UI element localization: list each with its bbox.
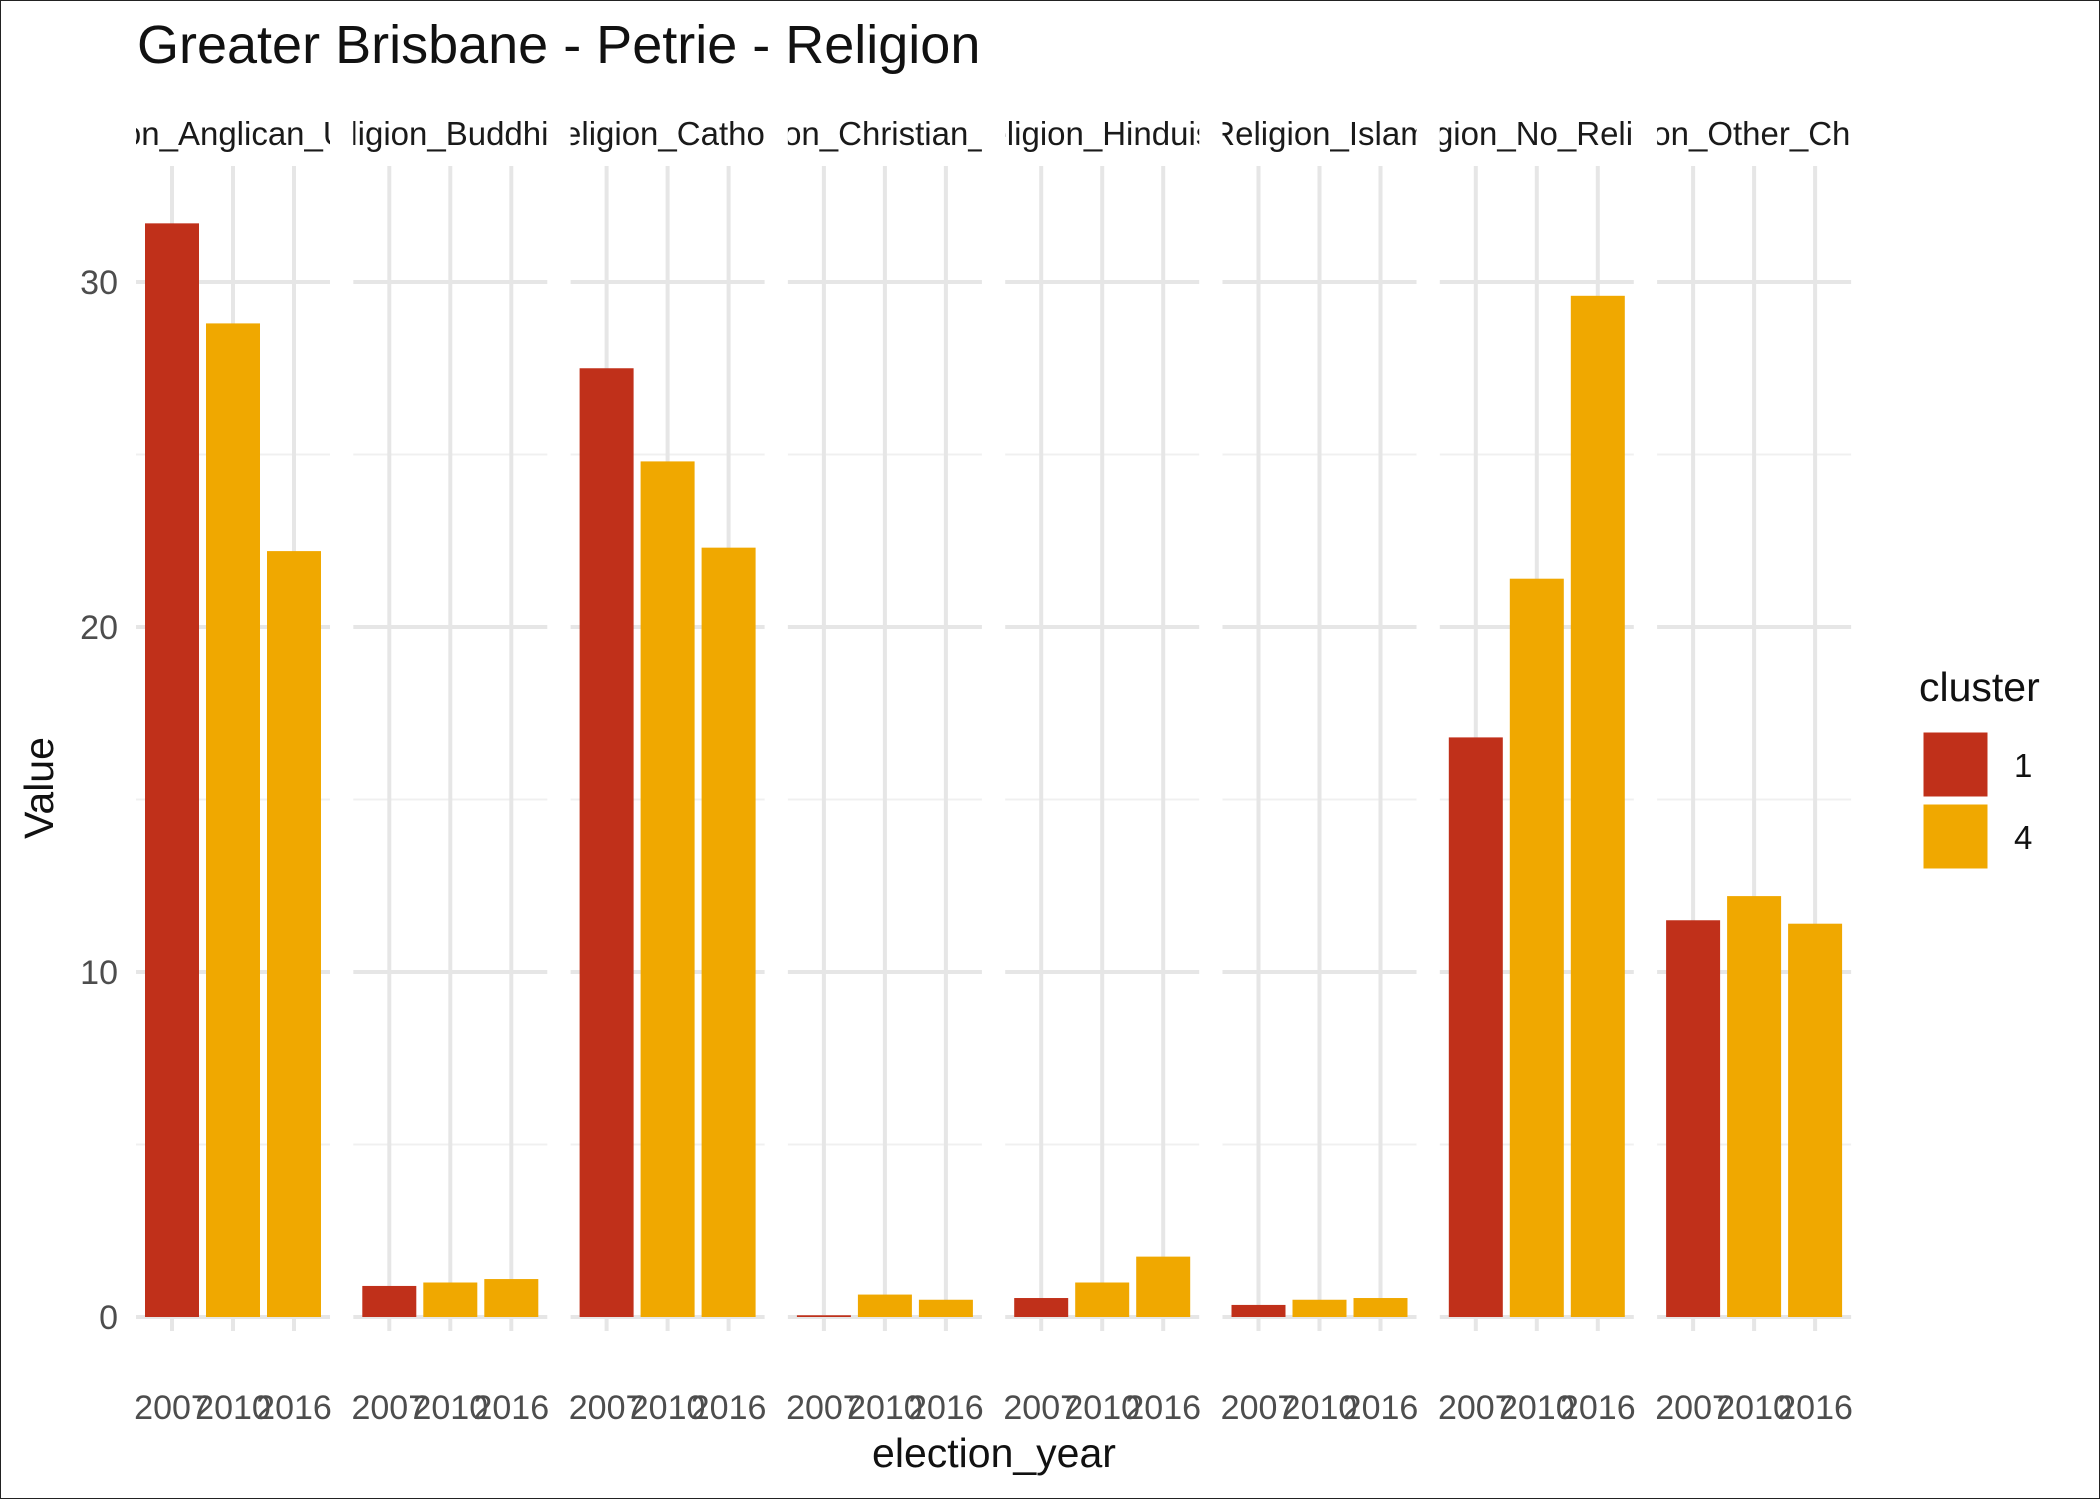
bar <box>1136 1256 1191 1317</box>
bar <box>484 1279 539 1317</box>
x-tick-label: 2007 <box>1438 1389 1514 1427</box>
bar <box>1509 578 1564 1317</box>
x-tick-label: 2016 <box>908 1389 984 1427</box>
bar <box>145 223 199 1318</box>
bar <box>362 1285 417 1317</box>
y-axis-title: Value <box>16 737 62 839</box>
bar <box>1075 1282 1130 1317</box>
facet-strip-label: Religion_Islam <box>1211 115 1427 152</box>
bar <box>206 323 260 1317</box>
x-tick-label: 2007 <box>1003 1389 1079 1427</box>
x-tick-label: 2010 <box>1499 1389 1575 1427</box>
bar <box>701 547 756 1317</box>
facet-strip-label: Religion_Buddhism <box>308 115 592 152</box>
facet-strip-label: Religion_No_Religion <box>1378 115 1695 152</box>
bar <box>918 1299 973 1317</box>
y-tick-label: 0 <box>99 1299 118 1337</box>
x-tick-label: 2010 <box>847 1389 923 1427</box>
x-tick-label: 2016 <box>473 1389 549 1427</box>
legend: cluster 1 4 <box>1919 664 2040 872</box>
x-tick-label: 2016 <box>256 1389 332 1427</box>
bar <box>1231 1304 1286 1317</box>
x-tick-label: 2016 <box>1560 1389 1636 1427</box>
facet-panels: Religion_Anglican_Uniting200720102016Rel… <box>40 115 1939 1427</box>
x-tick-label: 2007 <box>786 1389 862 1427</box>
x-tick-label: 2016 <box>1125 1389 1201 1427</box>
legend-label: 1 <box>2014 747 2032 784</box>
facet-strip-label: Religion_Anglican_Uniting <box>40 115 425 152</box>
bar <box>267 551 321 1317</box>
x-tick-label: 2016 <box>1777 1389 1853 1427</box>
bar <box>640 461 695 1317</box>
facet-strip-label: Religion_Hinduism <box>965 115 1240 152</box>
bar <box>1788 923 1843 1317</box>
bar <box>1353 1298 1408 1317</box>
bar <box>1570 295 1625 1317</box>
legend-key <box>1920 801 1991 872</box>
bar <box>1448 737 1503 1317</box>
x-tick-label: 2016 <box>1343 1389 1419 1427</box>
x-tick-label: 2010 <box>1064 1389 1140 1427</box>
y-tick-label: 10 <box>80 954 118 992</box>
y-tick-label: 20 <box>80 609 118 647</box>
x-tick-label: 2010 <box>412 1389 488 1427</box>
x-tick-label: 2010 <box>1282 1389 1358 1427</box>
bar <box>579 368 634 1317</box>
x-tick-label: 2010 <box>195 1389 271 1427</box>
x-tick-label: 2007 <box>569 1389 645 1427</box>
legend-label: 4 <box>2014 819 2032 856</box>
x-tick-label: 2010 <box>1716 1389 1792 1427</box>
facet-strip-label: Religion_Other_Christian <box>1570 115 1939 152</box>
bar <box>857 1294 912 1317</box>
y-tick-label: 30 <box>80 264 118 302</box>
y-axis: 0 10 20 30 <box>80 264 118 1337</box>
x-tick-label: 2010 <box>630 1389 706 1427</box>
bar <box>1666 920 1721 1317</box>
facet-strip-label: Religion_Catholic <box>539 115 796 152</box>
bar <box>1292 1299 1347 1317</box>
legend-key <box>1920 729 1991 800</box>
x-tick-label: 2007 <box>1655 1389 1731 1427</box>
x-tick-label: 2007 <box>351 1389 427 1427</box>
bar <box>1727 896 1782 1317</box>
x-tick-label: 2016 <box>691 1389 767 1427</box>
x-tick-label: 2007 <box>1221 1389 1297 1427</box>
bar <box>423 1282 478 1317</box>
legend-title: cluster <box>1919 664 2040 710</box>
chart-title: Greater Brisbane - Petrie - Religion <box>137 15 980 75</box>
x-axis-title: election_year <box>872 1430 1116 1476</box>
bar <box>796 1315 851 1317</box>
facet-strip-label: Religion_Christian_Other <box>701 115 1070 152</box>
bar <box>1014 1298 1069 1317</box>
x-tick-label: 2007 <box>134 1389 210 1427</box>
